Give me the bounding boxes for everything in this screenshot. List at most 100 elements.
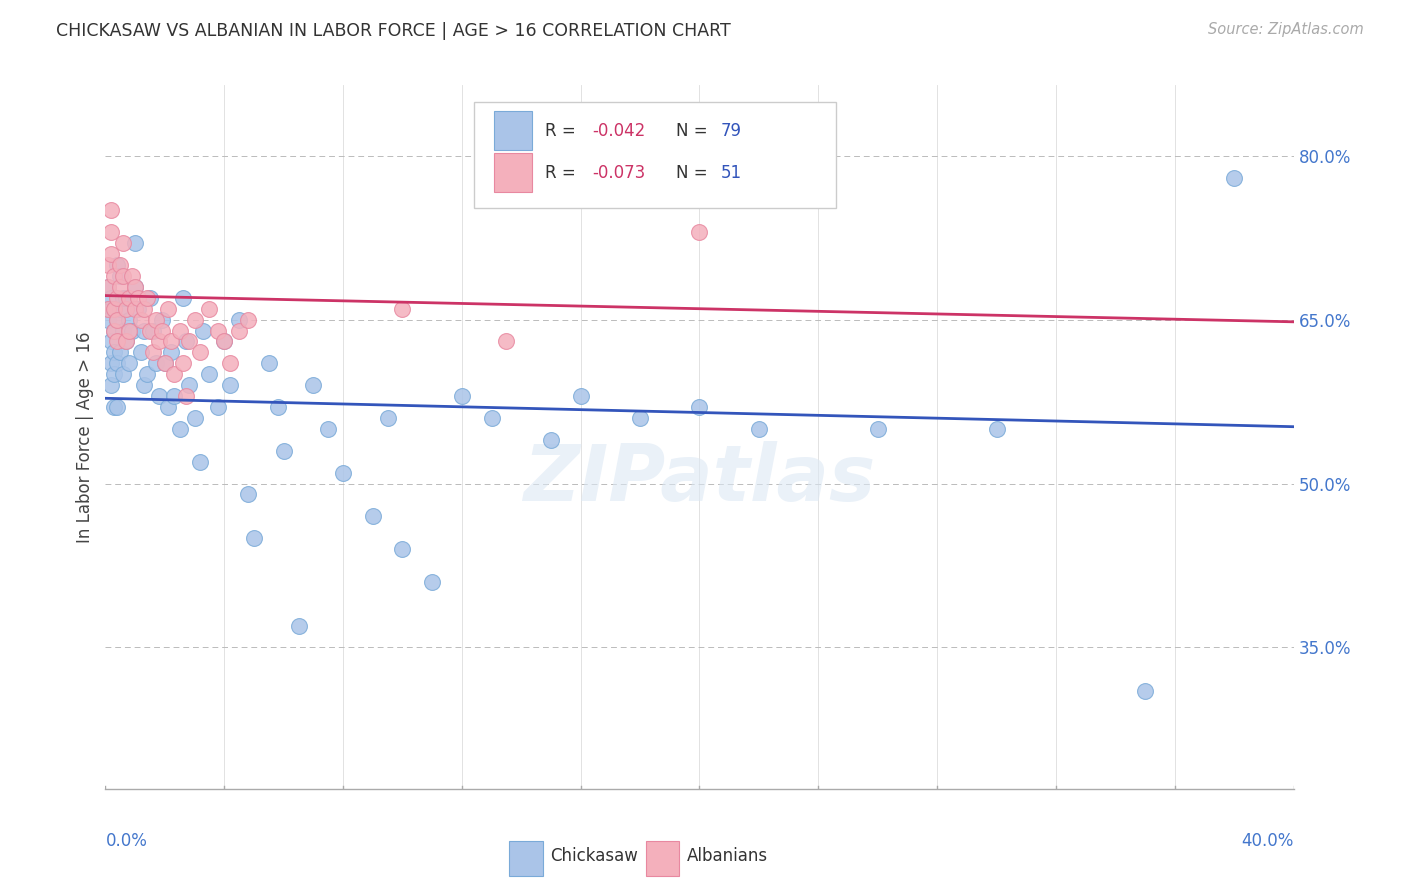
Point <box>103 324 125 338</box>
Point <box>121 324 143 338</box>
Point <box>177 334 200 349</box>
Point <box>129 312 152 326</box>
Point <box>287 618 309 632</box>
Point <box>105 312 128 326</box>
Point <box>267 400 290 414</box>
Point <box>100 247 122 261</box>
Point <box>103 345 125 359</box>
Point <box>228 312 250 326</box>
Point <box>316 422 339 436</box>
Text: CHICKASAW VS ALBANIAN IN LABOR FORCE | AGE > 16 CORRELATION CHART: CHICKASAW VS ALBANIAN IN LABOR FORCE | A… <box>56 22 731 40</box>
Point <box>1133 684 1156 698</box>
Text: R =: R = <box>546 121 581 139</box>
Point <box>124 301 146 316</box>
Point <box>139 324 162 338</box>
Point <box>97 280 120 294</box>
Point <box>159 334 181 349</box>
Point <box>110 280 132 294</box>
Point <box>132 324 155 338</box>
Point <box>103 368 125 382</box>
Point <box>174 389 197 403</box>
Y-axis label: In Labor Force | Age > 16: In Labor Force | Age > 16 <box>76 331 94 543</box>
Point <box>219 378 242 392</box>
Point <box>110 268 132 283</box>
Point <box>100 356 122 370</box>
Point <box>377 411 399 425</box>
Point <box>628 411 651 425</box>
Point <box>118 291 141 305</box>
Point <box>115 334 138 349</box>
Point <box>183 411 205 425</box>
Point <box>100 203 122 218</box>
Point <box>132 301 155 316</box>
Text: 40.0%: 40.0% <box>1241 831 1294 850</box>
Point <box>115 291 138 305</box>
Point <box>540 433 562 447</box>
Point <box>450 389 472 403</box>
Point <box>420 574 443 589</box>
Text: Albanians: Albanians <box>686 847 768 865</box>
Point <box>110 345 132 359</box>
Point <box>121 268 143 283</box>
Bar <box>509 841 543 876</box>
Point <box>689 225 711 239</box>
Point <box>127 301 149 316</box>
Point <box>103 268 125 283</box>
Point <box>100 334 122 349</box>
Point <box>214 334 236 349</box>
Point <box>198 368 221 382</box>
FancyBboxPatch shape <box>474 103 837 208</box>
Point <box>105 291 128 305</box>
Point <box>153 356 176 370</box>
Point <box>163 389 186 403</box>
Point <box>986 422 1008 436</box>
Point <box>112 236 135 251</box>
Point <box>145 356 167 370</box>
Point <box>163 368 186 382</box>
Point <box>103 301 125 316</box>
Bar <box>494 112 531 150</box>
Point <box>127 291 149 305</box>
Bar <box>645 841 679 876</box>
Point <box>97 301 120 316</box>
Point <box>145 312 167 326</box>
Point <box>569 389 592 403</box>
Point <box>236 312 259 326</box>
Point <box>100 225 122 239</box>
Point <box>1223 170 1246 185</box>
Point <box>105 400 128 414</box>
Point <box>148 389 170 403</box>
Point <box>156 400 179 414</box>
Point <box>207 400 229 414</box>
Text: 0.0%: 0.0% <box>105 831 148 850</box>
Point <box>132 378 155 392</box>
Bar <box>494 153 531 192</box>
Point <box>190 455 212 469</box>
Point <box>105 356 128 370</box>
Point <box>97 301 120 316</box>
Point <box>169 324 191 338</box>
Point <box>103 324 125 338</box>
Point <box>257 356 280 370</box>
Point <box>100 378 122 392</box>
Point <box>172 356 194 370</box>
Point <box>103 301 125 316</box>
Point <box>481 411 503 425</box>
Point <box>214 334 236 349</box>
Point <box>198 301 221 316</box>
Point <box>236 487 259 501</box>
Text: 51: 51 <box>721 164 742 182</box>
Text: N =: N = <box>676 164 713 182</box>
Point <box>150 324 173 338</box>
Point <box>169 422 191 436</box>
Point <box>207 324 229 338</box>
Point <box>142 324 165 338</box>
Point <box>156 301 179 316</box>
Point <box>142 345 165 359</box>
Point <box>97 312 120 326</box>
Point <box>118 312 141 326</box>
Point <box>124 236 146 251</box>
Point <box>139 291 162 305</box>
Point <box>112 268 135 283</box>
Text: -0.042: -0.042 <box>592 121 645 139</box>
